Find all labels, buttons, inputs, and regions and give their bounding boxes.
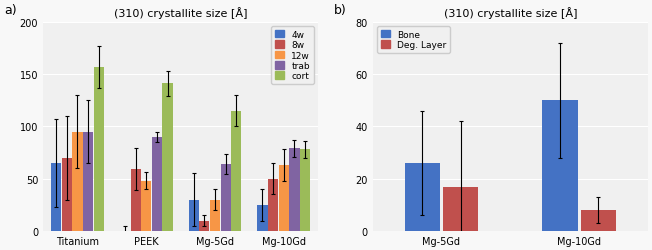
Bar bbox=[300, 150, 310, 231]
Title: (310) crystallite size [Å]: (310) crystallite size [Å] bbox=[443, 7, 577, 19]
Bar bbox=[258, 205, 267, 231]
Bar bbox=[130, 170, 141, 231]
Bar bbox=[83, 132, 93, 231]
Bar bbox=[542, 101, 578, 231]
Text: a): a) bbox=[4, 4, 17, 17]
Bar bbox=[72, 132, 83, 231]
Legend: 4w, 8w, 12w, trab, cort: 4w, 8w, 12w, trab, cort bbox=[271, 27, 314, 84]
Bar bbox=[220, 164, 231, 231]
Bar bbox=[141, 181, 151, 231]
Title: (310) crystallite size [Å]: (310) crystallite size [Å] bbox=[114, 7, 247, 19]
Bar bbox=[94, 68, 104, 231]
Bar bbox=[289, 149, 299, 231]
Bar bbox=[51, 163, 61, 231]
Bar bbox=[152, 137, 162, 231]
Bar bbox=[162, 84, 173, 231]
Bar bbox=[443, 187, 479, 231]
Bar bbox=[210, 200, 220, 231]
Bar bbox=[188, 200, 199, 231]
Bar bbox=[580, 210, 616, 231]
Bar bbox=[231, 111, 241, 231]
Text: b): b) bbox=[334, 4, 347, 17]
Bar bbox=[62, 158, 72, 231]
Bar bbox=[279, 166, 289, 231]
Legend: Bone, Deg. Layer: Bone, Deg. Layer bbox=[378, 27, 450, 54]
Bar bbox=[268, 179, 278, 231]
Bar bbox=[200, 221, 209, 231]
Bar bbox=[404, 163, 440, 231]
